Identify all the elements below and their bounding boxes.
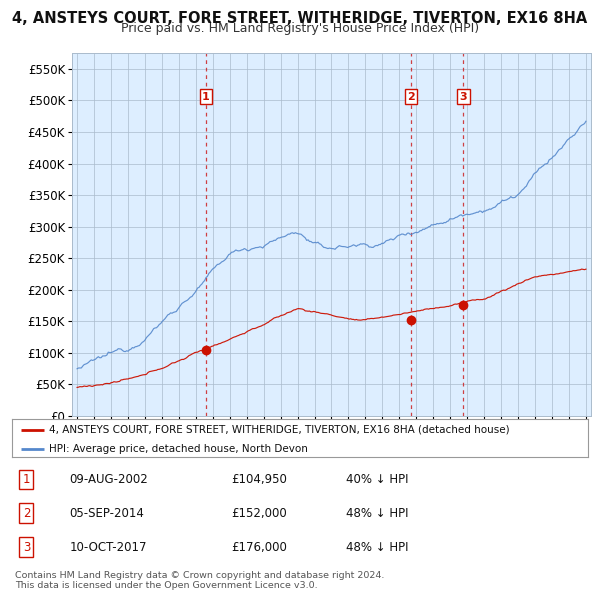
Text: HPI: Average price, detached house, North Devon: HPI: Average price, detached house, Nort…	[49, 444, 308, 454]
Text: Contains HM Land Registry data © Crown copyright and database right 2024.
This d: Contains HM Land Registry data © Crown c…	[15, 571, 385, 590]
Text: £104,950: £104,950	[231, 473, 287, 486]
Text: Price paid vs. HM Land Registry's House Price Index (HPI): Price paid vs. HM Land Registry's House …	[121, 22, 479, 35]
Text: £176,000: £176,000	[231, 541, 287, 554]
Text: 48% ↓ HPI: 48% ↓ HPI	[346, 507, 409, 520]
Text: 1: 1	[202, 91, 210, 101]
Text: 09-AUG-2002: 09-AUG-2002	[70, 473, 148, 486]
Text: 1: 1	[23, 473, 30, 486]
Text: 4, ANSTEYS COURT, FORE STREET, WITHERIDGE, TIVERTON, EX16 8HA (detached house): 4, ANSTEYS COURT, FORE STREET, WITHERIDG…	[49, 425, 510, 435]
Text: 2: 2	[23, 507, 30, 520]
Text: 10-OCT-2017: 10-OCT-2017	[70, 541, 147, 554]
Text: 40% ↓ HPI: 40% ↓ HPI	[346, 473, 409, 486]
Text: 48% ↓ HPI: 48% ↓ HPI	[346, 541, 409, 554]
Text: 3: 3	[23, 541, 30, 554]
Text: 2: 2	[407, 91, 415, 101]
Text: 3: 3	[460, 91, 467, 101]
Text: 05-SEP-2014: 05-SEP-2014	[70, 507, 145, 520]
Text: £152,000: £152,000	[231, 507, 287, 520]
Text: 4, ANSTEYS COURT, FORE STREET, WITHERIDGE, TIVERTON, EX16 8HA: 4, ANSTEYS COURT, FORE STREET, WITHERIDG…	[13, 11, 587, 25]
